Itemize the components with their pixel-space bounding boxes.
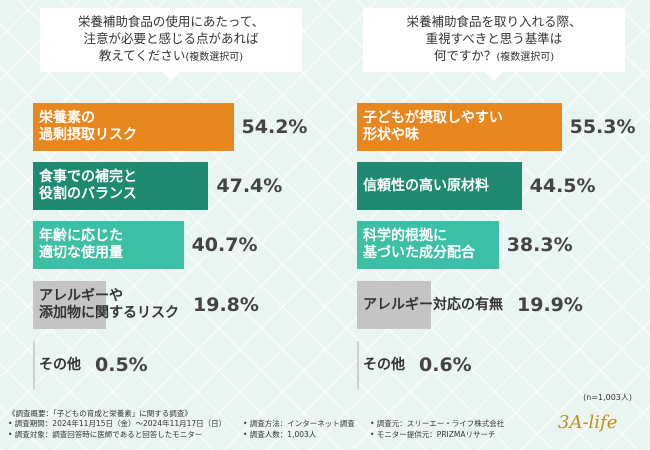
category-label: アレルギーや 添加物に関するリスク: [39, 288, 179, 321]
chart-title: 栄養補助食品の使用にあたって、: [77, 14, 265, 29]
bar: [33, 341, 35, 389]
bar-group: アレルギーや 添加物に関するリスク: [33, 281, 185, 329]
value-label: 0.6%: [419, 354, 472, 376]
bar-row: 科学的根拠に 基づいた成分配合 38.3%: [357, 221, 573, 269]
value-label: 19.9%: [517, 294, 583, 316]
chart-title: 注意が必要と感じる点があれば: [83, 31, 259, 46]
chart-title-box: 栄養補助食品の使用にあたって、 注意が必要と感じる点があれば 教えてください(複数選…: [40, 8, 302, 81]
chart-subtitle: (複数選択可): [185, 52, 244, 63]
footer-item: • 調査対象：調査回答時に医師であると回答したモニター: [8, 430, 203, 439]
bar: [357, 162, 522, 210]
bar-row: アレルギー対応の有無 19.9%: [357, 281, 583, 329]
bar-group: 栄養素の 過剰摂取リスク: [33, 103, 234, 151]
bar-row: 信頼性の高い原材料 44.5%: [357, 162, 596, 210]
category-label: 科学的根拠に 基づいた成分配合: [363, 228, 475, 261]
bar-row: 年齢に応じた 適切な使用量 40.7%: [33, 221, 258, 269]
bar-group: 信頼性の高い原材料: [357, 162, 522, 210]
value-label: 44.5%: [529, 175, 596, 197]
bar-group: その他: [33, 341, 87, 389]
bar: [33, 221, 184, 269]
bar-row: 栄養素の 過剰摂取リスク 54.2%: [33, 103, 307, 151]
bar-group: 子どもが摂取しやすい 形状や味: [357, 103, 562, 151]
category-label: 栄養素の 過剰摂取リスク: [39, 110, 137, 143]
bar-group: 科学的根拠に 基づいた成分配合: [357, 221, 499, 269]
chart-title: 何ですか？(複数選択可): [433, 48, 555, 63]
value-label: 55.3%: [569, 116, 636, 138]
bar-row: 子どもが摂取しやすい 形状や味 55.3%: [357, 103, 636, 151]
value-label: 0.5%: [95, 354, 148, 376]
value-label: 47.4%: [216, 175, 283, 197]
sample-note: (n=1,003人): [583, 393, 632, 402]
chart-title: 重視すべきと思う基準は: [425, 31, 563, 46]
bar-group: その他: [357, 341, 411, 389]
bar-group: アレルギー対応の有無: [357, 281, 509, 329]
bar-row: その他 0.6%: [357, 341, 472, 389]
chart-title: 栄養補助食品を取り入れる際、: [406, 14, 582, 29]
bar: [357, 341, 360, 389]
category-label: その他: [363, 356, 405, 373]
chart-title-box: 栄養補助食品を取り入れる際、 重視すべきと思う基準は 何ですか？(複数選択可): [363, 8, 625, 81]
bar: [357, 281, 431, 329]
category-label: 年齢に応じた 適切な使用量: [39, 228, 123, 261]
category-label: アレルギー対応の有無: [363, 296, 503, 313]
footer-item: • 調査人数：1,003人: [243, 430, 317, 439]
bar-row: アレルギーや 添加物に関するリスク 19.8%: [33, 281, 259, 329]
logo: 3A-life: [558, 412, 618, 433]
chart-subtitle: (複数選択可): [496, 52, 555, 63]
bar-group: 食事での補完と 役割のバランス: [33, 162, 209, 210]
footer-item: • 調査方法：インターネット調査: [243, 419, 355, 428]
bar: [33, 281, 107, 329]
footer-heading: 《調査概要：「子どもの育成と栄養素」に関する調査》: [8, 409, 192, 418]
bar: [357, 221, 499, 269]
category-label: その他: [39, 356, 81, 373]
bar-row: 食事での補完と 役割のバランス 47.4%: [33, 162, 282, 210]
category-label: 食事での補完と 役割のバランス: [39, 169, 137, 202]
bar-group: 年齢に応じた 適切な使用量: [33, 221, 184, 269]
bar: [33, 103, 234, 151]
category-label: 子どもが摂取しやすい 形状や味: [363, 110, 503, 143]
bar-row: その他 0.5%: [33, 341, 148, 389]
value-label: 19.8%: [193, 294, 259, 316]
category-label: 信頼性の高い原材料: [363, 177, 489, 194]
value-label: 54.2%: [241, 116, 308, 138]
value-label: 40.7%: [191, 234, 258, 256]
footer-item: • 調査期間：2024年11月15日（金）〜2024年11月17日（日）: [8, 419, 227, 428]
footer-item: • 調査元：スリーエー・ライフ株式会社: [370, 419, 505, 428]
bar: [357, 103, 562, 151]
bar: [33, 162, 209, 210]
chart-title: 教えてください(複数選択可): [98, 48, 244, 63]
footer-item: • モニター提供元：PRIZMAリサーチ: [370, 430, 496, 439]
value-label: 38.3%: [506, 234, 573, 256]
